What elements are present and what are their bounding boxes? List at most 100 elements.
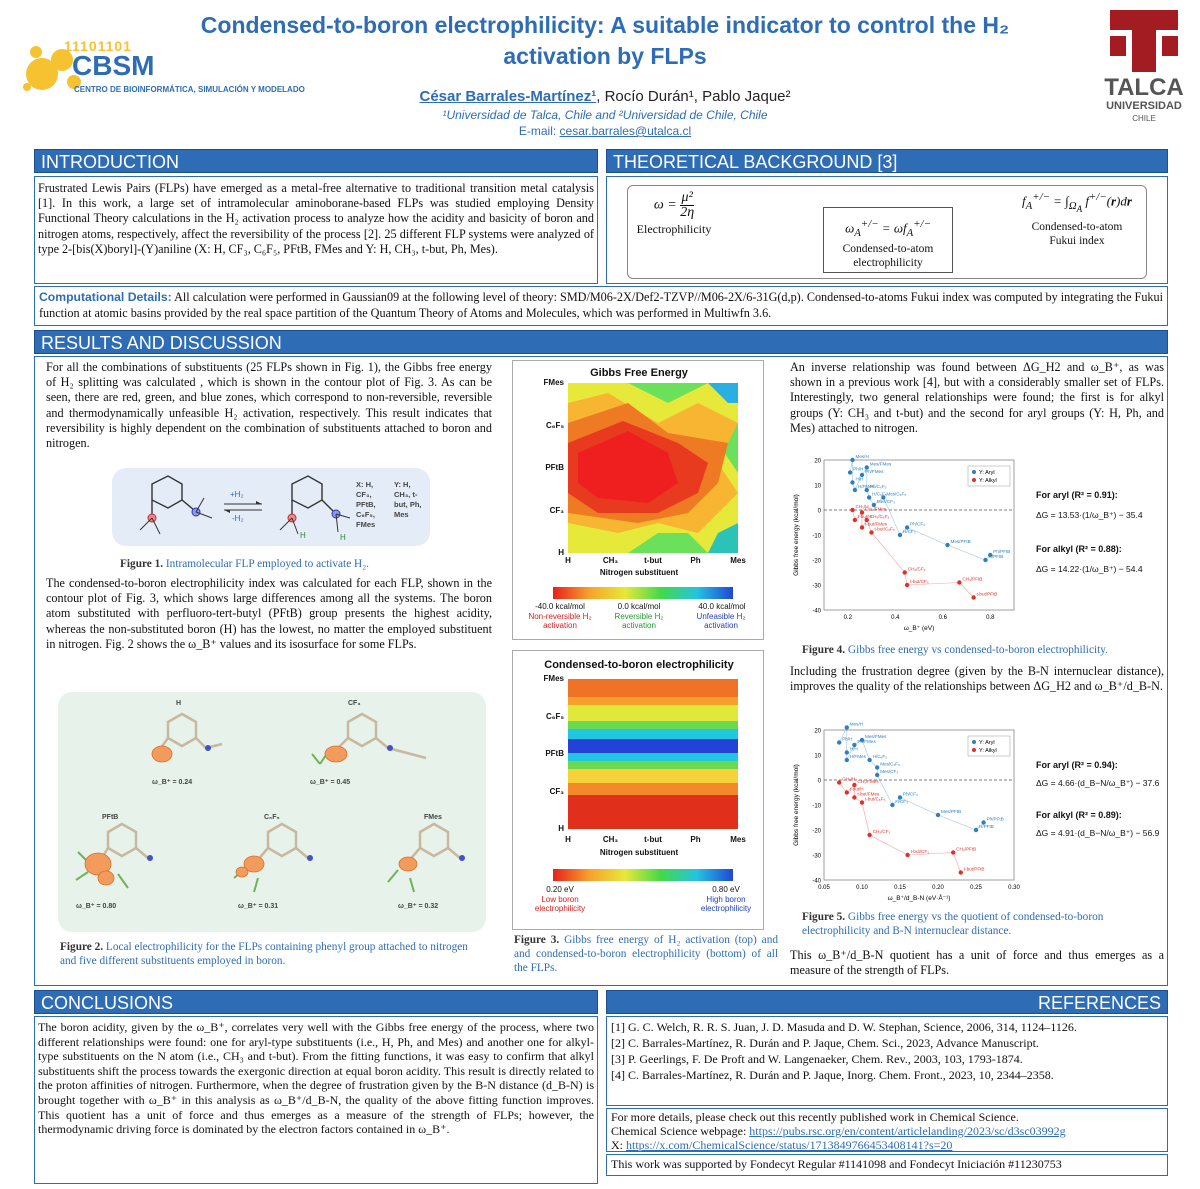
data-point <box>897 795 903 800</box>
data-point <box>871 502 877 508</box>
data-point <box>859 525 865 530</box>
data-point <box>958 870 963 875</box>
x-axis-label: ω_B⁺/d_B-N (eV·Å⁻¹) <box>888 893 951 902</box>
introduction-text: Frustrated Lewis Pairs (FLPs) have emerg… <box>38 181 594 256</box>
point-label: t-but/FMes <box>865 522 888 527</box>
fig1-minus-h2: -H₂ <box>232 514 244 523</box>
y-tick-label: 0 <box>818 509 822 515</box>
point-label: Ph/PFtB <box>987 817 1004 822</box>
data-point <box>951 850 956 855</box>
eq3-formula: fA+/− = ∫ΩA f+/−(r)dr <box>1022 191 1132 215</box>
webpage-line: Chemical Science webpage: https://pubs.r… <box>611 1124 1163 1138</box>
point-label: Ph/FMes <box>865 469 884 474</box>
cbsm-subtitle: CENTRO DE BIOINFORMÁTICA, SIMULACIÓN Y M… <box>74 85 305 94</box>
cbsm-code: 11101101 <box>64 38 132 54</box>
fig3-bottom-xlabel: Nitrogen substituent <box>599 848 679 857</box>
data-point <box>859 800 865 805</box>
eq1-formula: ω = μ² 2η <box>653 190 695 220</box>
point-label: H/PFtB <box>979 824 994 829</box>
point-label: t-but/C₆F₅ <box>875 527 895 532</box>
co-authors: , Rocío Durán¹, Pablo Jaque² <box>596 88 791 105</box>
data-point <box>935 812 941 818</box>
heatmap-row-trans3 <box>568 753 738 763</box>
webpage-label: Chemical Science webpage: <box>611 1124 750 1138</box>
point-label: Mes/FMes <box>865 734 887 739</box>
svg-text:H: H <box>340 533 346 542</box>
computational-box: Computational Details: All calculation w… <box>34 286 1168 326</box>
point-label: H/CF₃ <box>895 799 908 804</box>
fig2-label-c6f5: C₆F₅ <box>264 814 280 821</box>
heatmap-x-tick: Mes <box>730 835 746 844</box>
y-tick-label: -20 <box>812 559 821 565</box>
fig2-label-pftb: PFtB <box>102 814 119 821</box>
fig5-fit-aryl: For aryl (R² = 0.94): <box>1036 760 1118 770</box>
heatmap-row-fmes <box>568 679 738 701</box>
fig3-bottom-heatmap <box>568 679 738 829</box>
x-tick-label: 0.25 <box>970 885 982 891</box>
data-point <box>905 852 910 858</box>
fig3-bottom-plot: Condensed-to-boron electrophilicity H CF₃… <box>512 650 764 930</box>
eq2-label: Condensed-to-atom electrophilicity <box>842 242 934 269</box>
point-label: CH₃/FMes <box>857 779 879 784</box>
fig5-fit-aryl-eq: ΔG = 4.66·(d_B−N/ω_B⁺) − 37.6 <box>1036 778 1160 788</box>
heatmap-x-tick: H <box>565 556 571 565</box>
data-point <box>971 595 976 600</box>
y-tick-label: 20 <box>814 459 821 465</box>
heatmap-x-tick: Ph <box>690 835 701 844</box>
legend-entry: Y: Aryl <box>979 470 995 476</box>
point-label: Ph/C₆F₅ <box>870 484 887 489</box>
references-header: REFERENCES <box>606 990 1168 1014</box>
more-details-text: For more details, please check out this … <box>611 1110 1019 1124</box>
x-link[interactable]: https://x.com/ChemicalScience/status/171… <box>626 1138 953 1152</box>
data-point <box>850 507 855 513</box>
fig3-bottom-legend-1-label: High boron electrophilicity <box>700 895 752 913</box>
point-label: t-but/C₆F₅ <box>865 797 885 802</box>
x-tick-label: 0.20 <box>932 885 944 891</box>
fig3-caption-label: Figure 3. <box>514 934 560 946</box>
fig3-top-legend-0-value: -40.0 kcal/mol <box>535 602 585 611</box>
fig4-caption-text: Gibbs free energy vs condensed-to-boron … <box>845 644 1108 656</box>
data-point <box>864 465 869 470</box>
heatmap-x-tick: Ph <box>690 556 701 565</box>
email-label: E-mail: <box>518 124 560 138</box>
fig5-caption-text: Gibbs free energy vs the quotient of con… <box>802 911 1104 937</box>
figure-1: H H +H₂ -H₂ X: H, CF₃, PFtB, C₆F₅, FMes … <box>112 468 430 546</box>
data-point <box>869 530 874 535</box>
y-tick-label: 10 <box>814 484 821 490</box>
results-box <box>34 356 1168 986</box>
results-header: RESULTS AND DISCUSSION <box>34 330 1168 354</box>
point-label: CH₃/H <box>856 504 869 509</box>
point-label: CH₃/PFtB <box>962 577 982 582</box>
email-link[interactable]: cesar.barrales@utalca.cl <box>559 124 692 138</box>
data-point <box>852 795 857 800</box>
talca-sub2: CHILE <box>1132 114 1156 123</box>
fig2-isosurfaces <box>75 712 465 893</box>
point-label: CH₃/CF₃ <box>908 567 926 572</box>
heatmap-y-tick: H <box>558 548 564 557</box>
point-label: t-but/H <box>858 514 872 519</box>
theory-heading: THEORETICAL BACKGROUND [3] <box>613 152 898 172</box>
cbsm-name: CBSM <box>72 50 155 81</box>
data-point <box>866 495 872 500</box>
point-label: CH₃/C₆F₅ <box>870 514 890 519</box>
point-label: Ph/FMes <box>857 739 876 744</box>
results-heading: RESULTS AND DISCUSSION <box>41 333 282 353</box>
fig2-label-cf3: CF₃ <box>348 700 361 707</box>
references-box: [1] G. C. Welch, R. R. S. Juan, J. D. Ma… <box>606 1016 1168 1106</box>
data-point <box>875 765 880 770</box>
figure-5: 20 10 0 -10 -20 -30 -40 0.05 0.10 0.15 0.20 0.25 0.3… <box>790 722 1166 910</box>
point-label: Ph/H <box>853 467 863 472</box>
x-tick-label: 0.15 <box>894 885 906 891</box>
data-point <box>852 517 858 523</box>
fig2-value-fmes: ω_B⁺ = 0.32 <box>398 903 439 910</box>
y-tick-label: -30 <box>812 584 821 590</box>
data-point <box>864 487 869 493</box>
webpage-link[interactable]: https://pubs.rsc.org/en/content/articlel… <box>749 1124 1066 1138</box>
data-point <box>945 542 950 548</box>
data-point <box>859 472 865 478</box>
talca-logo: TALCA UNIVERSIDAD CHILE <box>1098 6 1190 126</box>
heatmap-x-tick: H <box>565 835 571 844</box>
data-point <box>837 740 842 745</box>
heatmap-y-tick: C₆F₅ <box>546 711 564 721</box>
fig1-plus-h2: +H₂ <box>230 490 244 499</box>
